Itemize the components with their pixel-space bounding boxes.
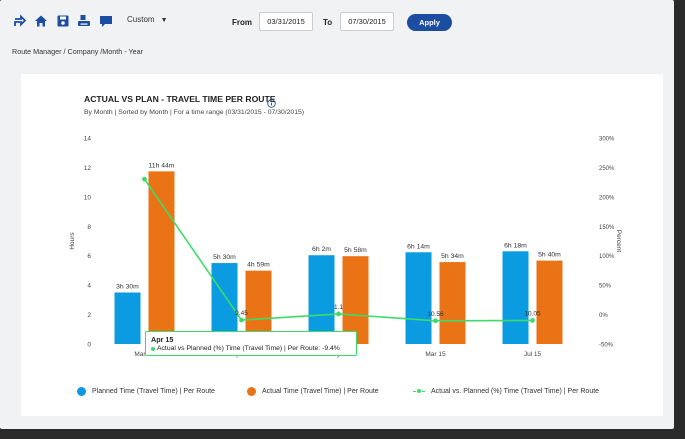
share-arrow-icon[interactable] bbox=[12, 13, 28, 29]
breadcrumb: Route Manager / Company /Month - Year bbox=[12, 47, 144, 56]
range-select[interactable]: Custom ▼ bbox=[127, 15, 168, 29]
to-label: To bbox=[323, 18, 333, 27]
legend-label-planned: Planned Time (Travel Time) | Per Route bbox=[92, 387, 215, 395]
y-tick-label: 6 bbox=[87, 253, 91, 260]
chart-subtitle: By Month | Sorted by Month | For a time … bbox=[84, 109, 305, 116]
y-tick-label: 2 bbox=[87, 312, 91, 319]
data-label-planned: 3h 30m bbox=[116, 284, 139, 291]
variance-label: 9.45 bbox=[235, 310, 248, 317]
legend-marker-actual bbox=[247, 386, 256, 396]
y2-tick-label: 250% bbox=[599, 166, 615, 172]
data-label-planned: 6h 2m bbox=[312, 246, 331, 253]
bar-planned bbox=[502, 251, 529, 344]
variance-label: 10.56 bbox=[427, 311, 444, 318]
variance-point bbox=[530, 318, 535, 323]
tooltip-text: Actual vs Planned (%) Time (Travel Time)… bbox=[157, 345, 340, 352]
y2-axis-title: Percent bbox=[615, 230, 622, 253]
y-tick-label: 0 bbox=[87, 342, 91, 349]
y2-tick-label: 200% bbox=[599, 195, 615, 201]
y2-tick-label: 0% bbox=[599, 313, 608, 319]
legend-label-variance: Actual vs. Planned (%) Time (Travel Time… bbox=[431, 387, 600, 395]
bar-actual bbox=[439, 262, 466, 344]
y-axis-title: Hours bbox=[69, 232, 76, 250]
data-label-planned: 5h 30m bbox=[213, 254, 236, 261]
toolbar: Custom ▼ From 03/31/2015 To 07/30/2015 Ap… bbox=[0, 0, 674, 44]
app-window: Custom ▼ From 03/31/2015 To 07/30/2015 Ap… bbox=[0, 0, 674, 429]
y2-tick-label: 50% bbox=[599, 284, 612, 290]
y-tick-label: 12 bbox=[84, 165, 92, 172]
y2-tick-label: 100% bbox=[599, 254, 615, 260]
bar-actual bbox=[148, 171, 175, 344]
bar-planned bbox=[308, 255, 335, 344]
bar-planned bbox=[211, 263, 238, 344]
info-icon[interactable] bbox=[267, 95, 276, 108]
data-label-planned: 6h 18m bbox=[504, 242, 527, 249]
bar-actual bbox=[536, 260, 563, 344]
bar-planned bbox=[405, 252, 432, 344]
variance-point bbox=[142, 176, 147, 182]
variance-point bbox=[336, 311, 341, 317]
y-tick-label: 4 bbox=[87, 283, 91, 290]
chart-card: ACTUAL VS PLAN - TRAVEL TIME PER ROUTE B… bbox=[21, 74, 663, 416]
y-tick-label: 10 bbox=[84, 194, 92, 201]
variance-label: 10.05 bbox=[524, 310, 541, 317]
save-icon[interactable] bbox=[55, 13, 71, 29]
variance-label: 1.1 bbox=[334, 304, 343, 311]
x-tick-label: Mar 15 bbox=[425, 351, 446, 358]
chart-title: ACTUAL VS PLAN - TRAVEL TIME PER ROUTE bbox=[84, 94, 276, 104]
data-label-actual: 5h 40m bbox=[538, 252, 561, 259]
legend-marker-planned bbox=[77, 386, 86, 396]
variance-line bbox=[143, 178, 533, 322]
legend-marker-variance bbox=[413, 388, 425, 393]
y-tick-label: 8 bbox=[87, 224, 91, 231]
y2-tick-label: 300% bbox=[599, 137, 615, 143]
to-date-input[interactable]: 07/30/2015 bbox=[340, 12, 394, 31]
from-date-input[interactable]: 03/31/2015 bbox=[259, 12, 313, 31]
data-label-actual: 11h 44m bbox=[149, 162, 175, 169]
x-tick-label: Mar 15 bbox=[134, 351, 155, 358]
home-icon[interactable] bbox=[33, 13, 49, 29]
data-label-actual: 5h 58m bbox=[344, 247, 367, 254]
data-label-actual: 5h 34m bbox=[441, 253, 464, 260]
tooltip-series-marker bbox=[151, 346, 155, 351]
print-icon[interactable] bbox=[76, 13, 92, 29]
chart-tooltip: Apr 15 Actual vs Planned (%) Time (Trave… bbox=[145, 331, 357, 356]
range-select-value: Custom bbox=[127, 15, 155, 24]
legend-item-actual[interactable]: Actual Time (Travel Time) | Per Route bbox=[247, 386, 379, 396]
comment-icon[interactable] bbox=[98, 13, 114, 29]
tooltip-row: Actual vs Planned (%) Time (Travel Time)… bbox=[151, 345, 351, 352]
y-tick-label: 14 bbox=[84, 136, 92, 143]
chevron-down-icon: ▼ bbox=[160, 17, 168, 24]
legend-item-planned[interactable]: Planned Time (Travel Time) | Per Route bbox=[77, 386, 215, 396]
y2-tick-label: -50% bbox=[599, 343, 614, 349]
data-label-planned: 6h 14m bbox=[407, 243, 430, 250]
from-label: From bbox=[232, 18, 252, 27]
tooltip-title: Apr 15 bbox=[151, 335, 174, 344]
bar-planned bbox=[114, 292, 141, 344]
y2-tick-label: 150% bbox=[599, 225, 615, 231]
x-tick-label: Jul 15 bbox=[524, 351, 542, 358]
variance-point bbox=[239, 317, 244, 323]
bar-actual bbox=[342, 256, 369, 344]
legend-item-variance[interactable]: Actual vs. Planned (%) Time (Travel Time… bbox=[413, 386, 599, 396]
legend-label-actual: Actual Time (Travel Time) | Per Route bbox=[262, 387, 379, 395]
variance-point bbox=[433, 318, 438, 324]
chart-plot: 0 2 4 6 8 10 12 14 -50% 0% 50% 100% 150% 200% 250% 300%… bbox=[69, 136, 622, 359]
data-label-actual: 4h 59m bbox=[247, 262, 270, 269]
apply-button[interactable]: Apply bbox=[407, 14, 452, 31]
